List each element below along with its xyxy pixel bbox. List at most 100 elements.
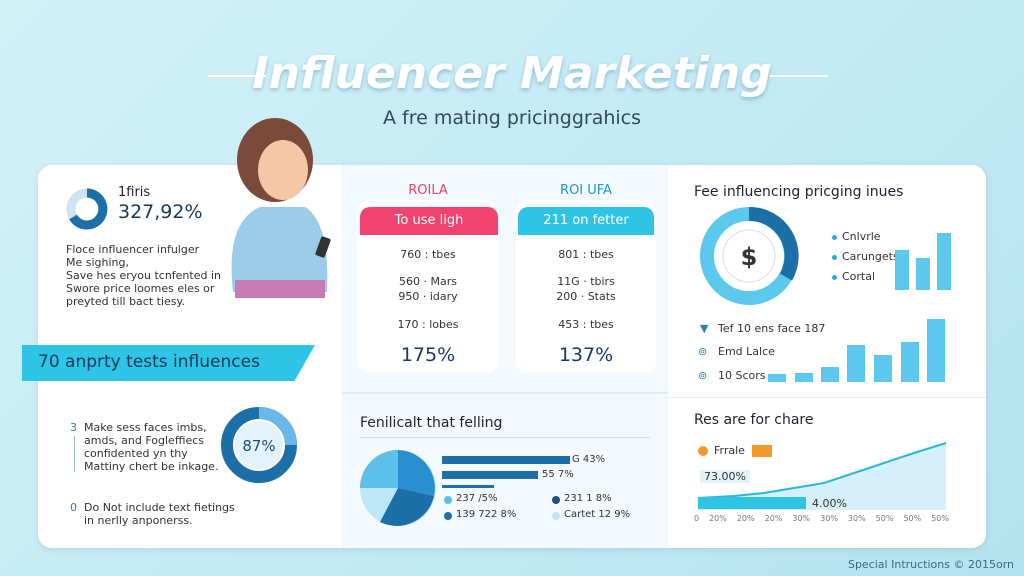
- phone: [315, 236, 331, 258]
- legend-dot: [832, 255, 837, 260]
- section-title: Fenilicalt that felling: [360, 415, 503, 431]
- axis-label: 20%: [764, 514, 783, 523]
- dollar-icon: $: [741, 243, 758, 271]
- column-header: ROILA: [408, 183, 448, 198]
- item-line: amds, and Fogleffiecs: [84, 434, 205, 447]
- paragraph-line: Swore price loomes eles or: [66, 282, 215, 295]
- legend-dot: [832, 235, 837, 240]
- paragraph-line: Me sighing,: [66, 256, 130, 269]
- skirt: [235, 280, 325, 298]
- legend-item: 139 722 8%: [456, 509, 517, 520]
- tag-box: [752, 445, 772, 457]
- pie: [360, 450, 436, 526]
- list-icon: ⊚: [698, 369, 708, 382]
- bar: [442, 471, 538, 479]
- rule: [360, 437, 650, 438]
- pill: To use ligh: [360, 207, 498, 235]
- bar: [442, 485, 494, 488]
- item-marker: 0: [70, 501, 77, 514]
- bar-label: G 43%: [572, 454, 606, 465]
- banner-text: 70 anprty tests influences: [38, 352, 260, 372]
- pill: 211 on fetter: [518, 207, 654, 235]
- row: 453 : tbes: [558, 318, 614, 331]
- legend-dot: [552, 496, 560, 504]
- legend-item: Cartet 12 9%: [564, 509, 631, 520]
- title-rule: [770, 75, 828, 77]
- paragraph-line: preyted till bact tiesy.: [66, 295, 185, 308]
- bar: [916, 258, 930, 290]
- list-item: Emd Lalce: [718, 345, 775, 358]
- column-header: ROI UFA: [560, 183, 612, 198]
- row: 950 · idary: [398, 290, 458, 303]
- area-chart: [697, 442, 947, 510]
- chart-label: 4.00%: [812, 497, 847, 510]
- legend-dot: [552, 512, 560, 520]
- axis-label: 0: [694, 514, 700, 523]
- item-marker: 3: [70, 421, 77, 434]
- axis: 0 20% 20% 20% 30% 30% 30% 50% 50% 50%: [694, 514, 949, 523]
- axis-label: 20%: [736, 514, 755, 523]
- legend-item: Cnlvrle: [842, 230, 881, 243]
- list-icon: ⊚: [698, 345, 708, 358]
- bar: [847, 345, 865, 382]
- dollar-donut: $: [700, 206, 799, 305]
- bar: [874, 355, 892, 382]
- axis-label: 50%: [903, 514, 922, 523]
- section-title: Fee influencing pricging inues: [694, 184, 904, 200]
- total: 175%: [400, 344, 456, 366]
- bar: [795, 373, 813, 382]
- row: 560 · Mars: [399, 275, 457, 288]
- legend-item: 237 /5%: [456, 493, 498, 504]
- row: 801 : tbes: [558, 248, 614, 261]
- item-rule: [74, 436, 75, 472]
- axis-label: 30%: [792, 514, 811, 523]
- axis-label: 30%: [847, 514, 866, 523]
- item-line: in nerlly anponerss.: [84, 514, 193, 527]
- legend-dot: [444, 496, 452, 504]
- row: 200 · Stats: [556, 290, 616, 303]
- title: Influencer Marketing: [252, 48, 772, 99]
- section-title: Res are for chare: [694, 412, 814, 428]
- bar: [937, 233, 951, 290]
- list-item: Tef 10 ens face 187: [718, 322, 826, 335]
- paragraph-line: Save hes eryou tcnfented in: [66, 269, 221, 282]
- stat-value: 327,92%: [118, 201, 203, 223]
- row: 11G · tbirs: [557, 275, 615, 288]
- legend-item: 231 1 8%: [564, 493, 612, 504]
- tag-dot: [698, 446, 708, 456]
- donut-label: 87%: [242, 437, 276, 455]
- item-line: Make sess faces imbs,: [84, 421, 207, 434]
- bar: [821, 367, 839, 382]
- bar: [768, 374, 786, 382]
- axis-label: 20%: [709, 514, 727, 523]
- footer: Special Intructions © 2015orn: [847, 558, 1014, 571]
- paragraph-line: Floce influencer infulger: [66, 243, 200, 256]
- divider: [668, 397, 986, 398]
- legend-item: Carungets: [842, 250, 899, 263]
- item-line: Mattiny chert be inkage.: [84, 460, 219, 473]
- title-rule: [208, 75, 266, 77]
- body: [231, 207, 328, 292]
- bar: [895, 250, 909, 290]
- list-item: 10 Scors: [718, 369, 766, 382]
- list-item: ▼: [700, 322, 709, 335]
- row: 760 : tbes: [400, 248, 456, 261]
- stat-donut: [66, 188, 108, 230]
- bar: [901, 342, 919, 382]
- divider: [342, 392, 668, 394]
- legend-dot: [444, 512, 452, 520]
- axis-label: 30%: [820, 514, 838, 523]
- bar-label: 55 7%: [542, 469, 574, 480]
- axis-label: 50%: [931, 514, 949, 523]
- legend-dot: [832, 275, 837, 280]
- total: 137%: [558, 344, 614, 366]
- banner: [22, 345, 315, 381]
- subtitle: A fre mating pricinggrahics: [382, 107, 642, 129]
- bar: [927, 319, 945, 382]
- item-line: confidented yn thy: [84, 447, 188, 460]
- legend-item: Cortal: [842, 270, 876, 283]
- illustration: [231, 118, 331, 298]
- tag: Frrale: [714, 444, 745, 457]
- item-line: Do Not include text fietings: [84, 501, 235, 514]
